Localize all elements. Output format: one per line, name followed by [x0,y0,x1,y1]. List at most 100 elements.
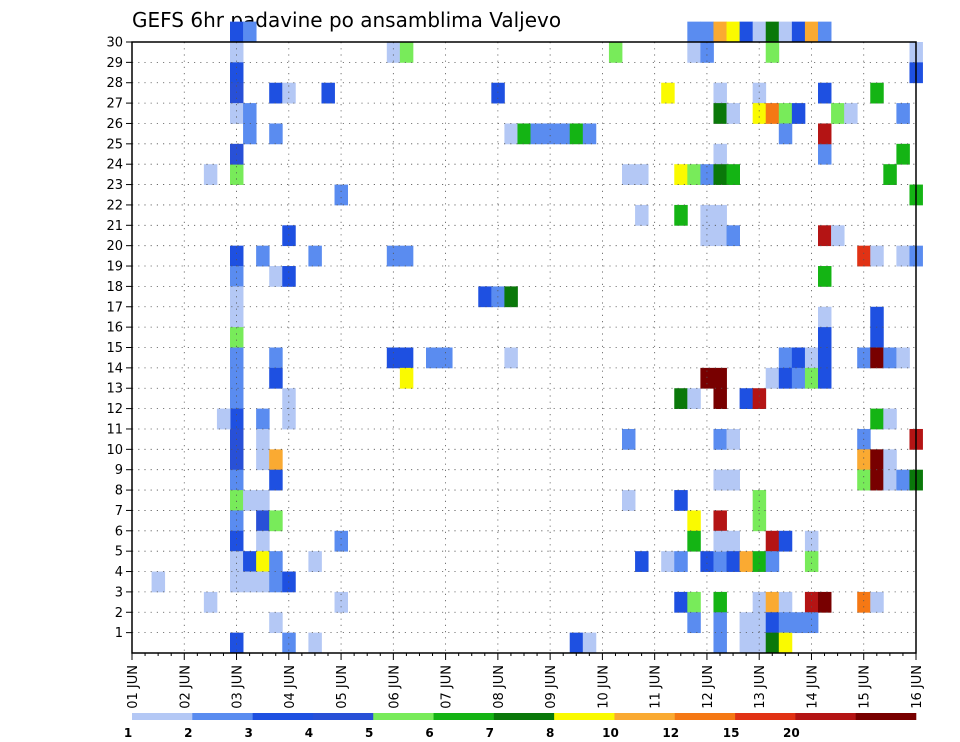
cell-45 [269,367,283,389]
y-tick-label-18: 19 [106,260,123,275]
cell-93 [622,164,636,185]
cell-3 [230,62,244,84]
cell-55 [282,388,296,409]
legend-swatch-1 [192,713,253,720]
x-tick-label-0: 01 JUN [126,665,141,709]
y-tick-label-22: 23 [106,178,123,193]
cell-166 [765,530,780,552]
cell-111 [687,164,701,185]
cell-107 [687,21,701,43]
y-tick-label-0: 1 [115,626,123,641]
cell-103 [674,388,688,409]
cell-168 [765,591,780,613]
y-tick-label-20: 21 [106,219,123,234]
cell-9 [230,266,244,287]
cell-87 [556,123,571,145]
cell-18 [230,449,244,471]
cell-22 [230,530,244,552]
cell-122 [713,204,727,226]
cell-51 [269,612,283,634]
y-tick-label-15: 16 [106,321,123,336]
cell-128 [713,143,727,165]
legend-swatch-3 [312,713,374,720]
cell-190 [804,591,819,613]
cell-162 [765,21,780,43]
cell-26 [216,408,231,430]
y-tick-label-3: 4 [115,565,123,580]
cell-41 [269,82,283,104]
cell-42 [269,123,283,145]
y-tick-label-16: 17 [106,300,123,315]
cell-219 [870,469,884,491]
cell-4 [230,82,244,104]
cell-215 [870,327,884,348]
x-tick-label-15: 16 JUN [910,665,925,709]
cell-50 [269,571,283,593]
legend-label-1: 2 [184,726,192,740]
cell-77 [439,347,453,369]
cell-48 [269,510,283,532]
legend-label-6: 7 [486,726,494,740]
x-tick-label-12: 13 JUN [753,665,768,709]
cell-195 [818,123,832,145]
legend-label-9: 12 [662,726,679,740]
cell-25 [230,632,244,654]
cell-170 [765,632,780,654]
legend-swatch-12 [855,713,917,720]
cell-181 [791,103,806,124]
y-tick-label-2: 3 [115,585,123,600]
cell-218 [870,449,884,471]
cell-221 [883,164,897,185]
y-tick-label-17: 18 [106,280,123,295]
cell-54 [282,266,296,287]
cell-114 [687,530,701,552]
cell-121 [700,225,714,247]
y-tick-label-26: 27 [106,97,123,112]
cell-75 [399,367,414,389]
cell-31 [243,571,257,593]
cell-126 [713,82,727,104]
cell-200 [818,347,832,369]
cell-132 [713,469,727,491]
cell-119 [700,164,714,185]
x-tick-label-7: 08 JUN [492,665,507,709]
y-tick-label-7: 8 [115,484,123,499]
x-tick-label-6: 07 JUN [440,665,455,709]
cell-116 [687,612,701,634]
cell-201 [818,367,832,389]
cell-203 [831,103,845,124]
cell-171 [778,21,793,43]
cell-110 [700,42,714,63]
cell-49 [269,551,283,572]
cell-228 [896,347,910,369]
cell-105 [674,551,688,572]
legend-swatch-9 [674,713,736,720]
cell-36 [256,490,270,511]
cell-73 [386,347,401,369]
y-tick-label-29: 30 [106,36,123,51]
x-tick-label-9: 10 JUN [596,665,611,709]
cell-204 [831,225,845,247]
cell-125 [713,21,727,43]
cell-146 [726,551,740,572]
cell-213 [870,245,884,267]
cell-157 [752,490,767,511]
legend-label-10: 15 [723,726,740,740]
x-tick-label-11: 12 JUN [701,665,716,709]
cell-11 [230,306,244,328]
cell-142 [726,225,740,247]
cell-139 [726,21,740,43]
cell-85 [530,123,544,145]
cell-72 [399,245,414,267]
cell-152 [752,21,767,43]
cell-161 [752,632,767,654]
cell-96 [622,490,636,511]
cell-91 [582,632,597,654]
cell-194 [818,143,832,165]
cell-140 [726,103,740,124]
cell-188 [804,530,819,552]
y-tick-label-9: 10 [106,443,123,458]
cell-2 [230,42,244,63]
cell-185 [804,21,819,43]
